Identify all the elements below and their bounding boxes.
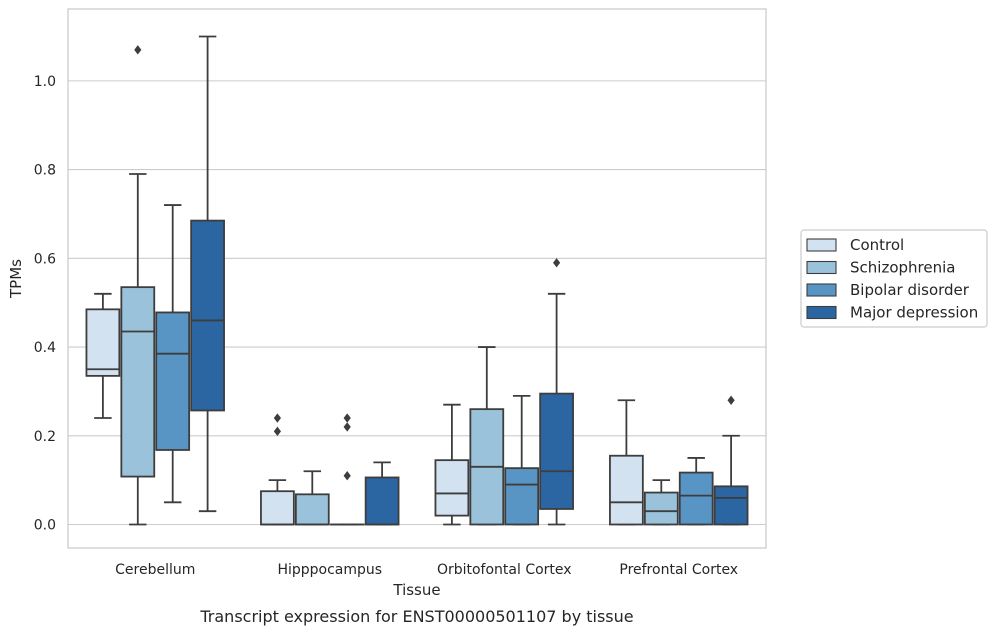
- box-group-cerebellum: [85, 35, 225, 526]
- y-tick-label-3: 0.6: [34, 251, 56, 267]
- box-hipppocampus-control: [260, 490, 295, 526]
- outlier-prefrontal-cortex-major-depression-0: [727, 395, 735, 405]
- y-tick-label-2: 0.4: [34, 340, 56, 356]
- box-orbitofontal-cortex-bipolar-disorder: [504, 467, 540, 526]
- outlier-orbitofontal-cortex-major-depression-0: [553, 258, 561, 268]
- box-group-hipppocampus: [260, 413, 400, 526]
- legend-label-major-depression: Major depression: [850, 304, 978, 322]
- outlier-cerebellum-schizophrenia-0: [134, 45, 142, 55]
- x-tick-label-prefrontal-cortex: Prefrontal Cortex: [619, 562, 738, 578]
- outlier-hipppocampus-bipolar-disorder-2: [343, 413, 351, 423]
- box-hipppocampus-schizophrenia: [294, 493, 330, 526]
- box-cerebellum-schizophrenia: [120, 286, 156, 478]
- box-cerebellum-control: [85, 308, 121, 377]
- x-axis-tick-labels: Cerebellum Hipppocampus Orbitofontal Corte…: [115, 562, 738, 578]
- box-prefrontal-cortex-schizophrenia: [643, 491, 679, 526]
- legend-label-schizophrenia: Schizophrenia: [850, 259, 955, 277]
- legend-label-bipolar-disorder: Bipolar disorder: [850, 281, 970, 299]
- legend-frame: [800, 229, 988, 328]
- legend: Control Schizophrenia Bipolar disorder Majo…: [800, 229, 988, 328]
- box-hipppocampus-major-depression: [364, 476, 400, 526]
- box-groups: [85, 35, 749, 526]
- outlier-hipppocampus-bipolar-disorder-0: [343, 471, 351, 481]
- legend-swatch-schizophrenia: [806, 260, 837, 275]
- chart-caption: Transcript expression for ENST0000050110…: [199, 607, 633, 626]
- x-tick-label-orbitofontal-cortex: Orbitofontal Cortex: [437, 562, 572, 578]
- x-tick-label-cerebellum: Cerebellum: [115, 562, 195, 578]
- plot-area: [67, 8, 767, 549]
- box-group-prefrontal-cortex: [609, 395, 749, 526]
- legend-swatch-control: [806, 238, 837, 252]
- outlier-hipppocampus-control-0: [273, 426, 281, 437]
- y-axis-tick-labels: 0.0 0.2 0.4 0.6 0.8 1.0: [34, 74, 56, 534]
- y-tick-label-5: 1.0: [34, 74, 56, 90]
- legend-swatch-major-depression: [806, 305, 837, 320]
- box-group-orbitofontal-cortex: [434, 258, 574, 526]
- box-prefrontal-cortex-major-depression: [713, 485, 749, 526]
- x-axis-label: Tissue: [392, 581, 440, 599]
- box-orbitofontal-cortex-major-depression: [539, 392, 574, 510]
- legend-swatch-bipolar-disorder: [806, 283, 837, 297]
- y-axis-label: TPMs: [7, 259, 25, 299]
- x-tick-label-hipppocampus: Hipppocampus: [277, 562, 382, 578]
- box-orbitofontal-cortex-control: [434, 459, 470, 517]
- y-tick-label-4: 0.8: [34, 163, 56, 179]
- outlier-hipppocampus-control-1: [273, 413, 281, 423]
- box-cerebellum-major-depression: [190, 219, 225, 412]
- box-prefrontal-cortex-bipolar-disorder: [678, 471, 714, 526]
- y-tick-label-0: 0.0: [34, 517, 56, 533]
- y-tick-label-1: 0.2: [34, 429, 56, 445]
- box-cerebellum-bipolar-disorder: [155, 311, 191, 451]
- box-prefrontal-cortex-control: [609, 454, 644, 526]
- outlier-hipppocampus-bipolar-disorder-1: [343, 422, 351, 432]
- legend-label-control: Control: [850, 236, 904, 254]
